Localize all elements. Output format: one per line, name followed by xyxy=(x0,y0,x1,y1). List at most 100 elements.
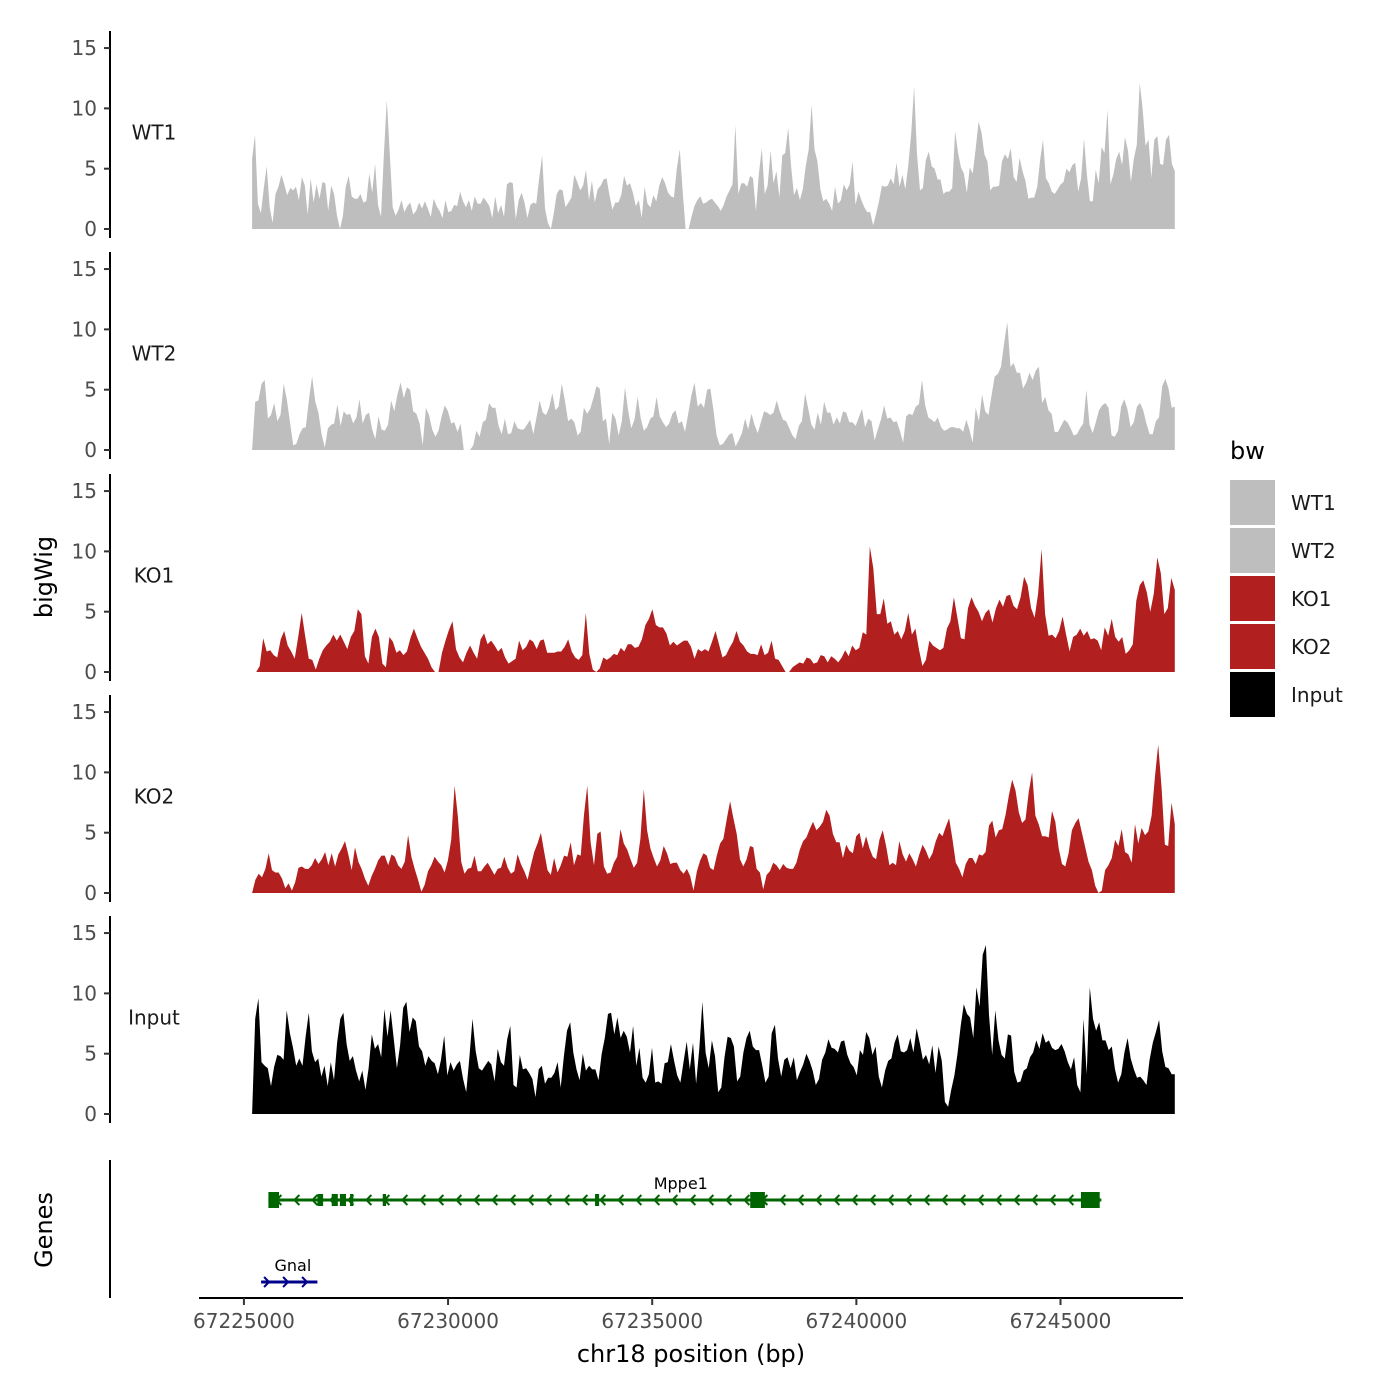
y-tick-label: 5 xyxy=(84,378,97,402)
y-tick-label: 5 xyxy=(84,600,97,624)
track-label: KO1 xyxy=(134,564,175,588)
strand-arrow xyxy=(282,1276,290,1288)
x-axis: 67225000 67230000 67235000 67240000 67245000 xyxy=(193,1297,1183,1333)
legend-title: bw xyxy=(1230,437,1265,465)
exon xyxy=(268,1192,280,1208)
legend-key xyxy=(1230,576,1275,621)
gene-mppe1: Mppe1 xyxy=(268,1174,1102,1208)
track-ko2: 0 5 10 15 KO2 xyxy=(72,695,1175,905)
strand-arrow xyxy=(652,1194,661,1206)
legend-label: KO1 xyxy=(1291,587,1332,611)
y-tick-label: 10 xyxy=(72,981,97,1005)
y-tick-label: 10 xyxy=(72,760,97,784)
strand-arrow xyxy=(832,1194,841,1206)
y-tick-label: 15 xyxy=(72,257,97,281)
strand-arrow xyxy=(400,1194,409,1206)
y-axis-title: bigWig xyxy=(30,536,58,618)
strand-arrow xyxy=(724,1194,733,1206)
y-tick-label: 10 xyxy=(72,539,97,563)
coverage-area xyxy=(256,546,1175,672)
exon xyxy=(1080,1192,1100,1208)
legend-key xyxy=(1230,528,1275,573)
strand-arrow xyxy=(580,1194,589,1206)
strand-arrow xyxy=(310,1194,319,1206)
y-tick-label: 10 xyxy=(72,317,97,341)
strand-arrow xyxy=(263,1276,271,1288)
y-tick-label: 15 xyxy=(72,700,97,724)
exon xyxy=(317,1194,324,1206)
strand-arrow xyxy=(886,1194,895,1206)
exon xyxy=(339,1194,346,1206)
strand-arrow xyxy=(544,1194,553,1206)
y-tick-label: 0 xyxy=(84,217,97,241)
y-tick-label: 0 xyxy=(84,1102,97,1126)
strand-arrow xyxy=(850,1194,859,1206)
track-wt1: 0 5 10 15 WT1 xyxy=(72,31,1175,241)
y-tick-label: 0 xyxy=(84,660,97,684)
strand-arrow xyxy=(706,1194,715,1206)
strand-arrow xyxy=(1066,1194,1075,1206)
coverage-area xyxy=(252,322,1175,450)
strand-arrow xyxy=(616,1194,625,1206)
strand-arrow xyxy=(508,1194,517,1206)
track-wt2: 0 5 10 15 WT2 xyxy=(72,252,1175,462)
track-ko1: 0 5 10 15 KO1 xyxy=(72,474,1175,684)
genes-layer: Mppe1 Gnal xyxy=(109,1160,1102,1298)
track-label: Input xyxy=(128,1006,180,1030)
x-axis-title: chr18 position (bp) xyxy=(577,1340,805,1368)
strand-arrow xyxy=(301,1276,309,1288)
y-tick-label: 5 xyxy=(84,821,97,845)
track-label: KO2 xyxy=(134,785,175,809)
y-tick-label: 15 xyxy=(72,36,97,60)
track-input: 0 5 10 15 Input xyxy=(72,916,1175,1126)
x-tick-label: 67225000 xyxy=(193,1309,295,1333)
coverage-area xyxy=(252,83,1175,229)
strand-arrow xyxy=(796,1194,805,1206)
strand-arrow xyxy=(526,1194,535,1206)
legend-label: WT2 xyxy=(1291,539,1336,563)
strand-arrow xyxy=(634,1194,643,1206)
exon xyxy=(595,1194,600,1206)
genes-axis-title: Genes xyxy=(30,1192,58,1268)
strand-arrow xyxy=(922,1194,931,1206)
strand-arrow xyxy=(814,1194,823,1206)
strand-arrow xyxy=(994,1194,1003,1206)
gene-gnal: Gnal xyxy=(261,1256,318,1288)
strand-arrow xyxy=(472,1194,481,1206)
strand-arrow xyxy=(778,1194,787,1206)
strand-arrow xyxy=(418,1194,427,1206)
y-tick-label: 0 xyxy=(84,438,97,462)
strand-arrow xyxy=(670,1194,679,1206)
legend-label: KO2 xyxy=(1291,635,1332,659)
track-label: WT1 xyxy=(132,121,177,145)
strand-arrow xyxy=(1048,1194,1057,1206)
strand-arrow xyxy=(904,1194,913,1206)
strand-arrow xyxy=(742,1194,751,1206)
y-tick-label: 10 xyxy=(72,96,97,120)
gene-label: Gnal xyxy=(275,1256,312,1275)
legend-key xyxy=(1230,480,1275,525)
strand-arrow xyxy=(940,1194,949,1206)
strand-arrow xyxy=(958,1194,967,1206)
y-tick-label: 15 xyxy=(72,479,97,503)
coverage-area xyxy=(252,945,1175,1114)
legend-key xyxy=(1230,624,1275,669)
strand-arrow xyxy=(364,1194,373,1206)
y-tick-label: 15 xyxy=(72,921,97,945)
strand-arrow xyxy=(562,1194,571,1206)
exon xyxy=(350,1194,354,1206)
y-tick-label: 5 xyxy=(84,157,97,181)
exon xyxy=(750,1192,765,1208)
exon xyxy=(382,1194,387,1206)
strand-arrow xyxy=(598,1194,607,1206)
strand-arrow xyxy=(292,1194,301,1206)
strand-arrow xyxy=(1030,1194,1039,1206)
strand-arrow xyxy=(688,1194,697,1206)
coverage-area xyxy=(252,744,1175,893)
strand-arrow xyxy=(976,1194,985,1206)
strand-arrow xyxy=(1012,1194,1021,1206)
x-tick-label: 67235000 xyxy=(601,1309,703,1333)
tracks-layer: 0 5 10 15 WT1 0 5 10 15 WT2 0 5 10 15 KO1 0 5 10 15 KO2 0 5 10… xyxy=(72,31,1175,1126)
y-tick-label: 0 xyxy=(84,881,97,905)
strand-arrow xyxy=(868,1194,877,1206)
